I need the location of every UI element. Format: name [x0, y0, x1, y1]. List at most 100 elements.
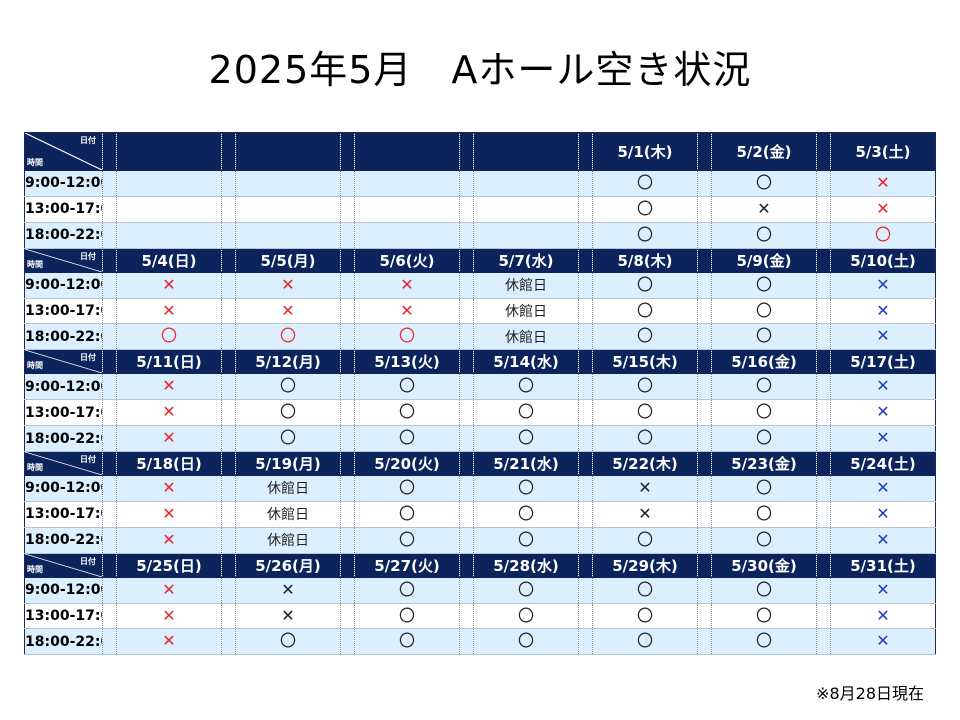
date-label: 日付	[80, 353, 96, 363]
spacer-cell	[459, 196, 474, 223]
availability-cell: ✕	[830, 170, 936, 197]
time-label: 時間	[27, 463, 43, 473]
date-header: 5/5(月)	[235, 248, 341, 273]
spacer-cell	[102, 248, 117, 273]
availability-cell: 〇	[711, 527, 817, 554]
availability-cell: 〇	[592, 272, 698, 299]
availability-cell: 休館日	[235, 501, 341, 528]
booked-mark: ✕	[400, 300, 414, 320]
spacer-cell	[697, 196, 712, 223]
availability-cell: ✕	[830, 323, 936, 351]
spacer-cell	[697, 298, 712, 325]
available-mark: 〇	[755, 529, 772, 549]
corner-header: 日付 時間	[24, 349, 103, 375]
spacer-cell	[459, 527, 474, 554]
booked-mark: ✕	[162, 428, 176, 448]
booked-mark: ✕	[162, 529, 176, 549]
spacer-cell	[340, 399, 355, 427]
spacer-cell	[102, 603, 117, 630]
spacer-cell	[697, 132, 712, 171]
spacer-cell	[578, 196, 593, 223]
spacer-cell	[102, 222, 117, 249]
date-header: 5/26(月)	[235, 553, 341, 578]
available-mark: 〇	[398, 477, 415, 497]
spacer-cell	[697, 222, 712, 249]
date-header: 5/4(日)	[116, 248, 222, 273]
available-mark: 〇	[636, 402, 653, 422]
spacer-cell	[340, 425, 355, 453]
booked-mark: ✕	[638, 503, 652, 523]
availability-cell: ✕	[116, 501, 222, 528]
available-mark: 〇	[398, 631, 415, 651]
date-header: 5/3(土)	[830, 132, 936, 171]
availability-cell: 〇	[592, 373, 698, 401]
spacer-cell	[578, 170, 593, 197]
time-slot-label: 9:00-12:00	[24, 373, 103, 401]
available-mark: 〇	[517, 402, 534, 422]
time-slot-row: 18:00-22:00 ✕ 〇 〇 〇 〇 〇 ✕	[24, 628, 936, 656]
time-slot-label: 18:00-22:00	[24, 628, 103, 656]
time-slot-row: 9:00-12:00 ✕ ✕ 〇 〇 〇 〇 ✕	[24, 577, 936, 604]
spacer-cell	[578, 628, 593, 656]
availability-cell: 〇	[354, 577, 460, 604]
closed-label: 休館日	[267, 533, 309, 550]
availability-cell: 〇	[235, 628, 341, 656]
spacer-cell	[578, 323, 593, 351]
availability-cell: 〇	[354, 628, 460, 656]
available-mark: 〇	[279, 326, 296, 346]
date-header: 5/16(金)	[711, 349, 817, 375]
spacer-cell	[816, 196, 831, 223]
available-mark: 〇	[636, 198, 653, 218]
availability-cell: ✕	[235, 272, 341, 299]
time-label: 時間	[27, 564, 43, 574]
spacer-cell	[221, 475, 236, 502]
available-mark: 〇	[636, 579, 653, 599]
corner-header: 日付 時間	[24, 132, 103, 171]
spacer-cell	[816, 132, 831, 171]
booked-mark: ✕	[281, 579, 295, 599]
availability-cell: ✕	[830, 425, 936, 453]
availability-cell: 休館日	[473, 323, 579, 351]
diagonal-line	[25, 248, 102, 272]
availability-cell: 〇	[711, 603, 817, 630]
date-header: 5/20(火)	[354, 451, 460, 477]
availability-cell: 〇	[354, 603, 460, 630]
availability-cell	[116, 170, 222, 197]
booked-mark: ✕	[876, 300, 890, 320]
spacer-cell	[102, 349, 117, 375]
available-mark: 〇	[517, 605, 534, 625]
booked-mark: ✕	[162, 477, 176, 497]
availability-cell: ✕	[830, 628, 936, 656]
spacer-cell	[221, 399, 236, 427]
spacer-cell	[221, 170, 236, 197]
availability-cell: ✕	[830, 603, 936, 630]
spacer-cell	[340, 222, 355, 249]
spacer-cell	[340, 553, 355, 578]
available-mark: 〇	[398, 503, 415, 523]
spacer-cell	[221, 628, 236, 656]
spacer-cell	[578, 349, 593, 375]
week-header-row: 日付 時間 5/25(日) 5/26(月) 5/27(火) 5/28(水) 5/29(木) 5…	[24, 553, 936, 578]
availability-cell	[354, 222, 460, 249]
date-header: 5/15(木)	[592, 349, 698, 375]
availability-cell: 〇	[711, 323, 817, 351]
closed-label: 休館日	[505, 304, 547, 320]
spacer-cell	[697, 553, 712, 578]
date-header: 5/2(金)	[711, 132, 817, 171]
availability-cell: ✕	[830, 298, 936, 325]
available-mark: 〇	[755, 477, 772, 497]
spacer-cell	[459, 501, 474, 528]
spacer-cell	[340, 628, 355, 656]
availability-cell: 〇	[592, 628, 698, 656]
diagonal-line	[25, 350, 102, 373]
time-label: 時間	[27, 158, 43, 167]
spacer-cell	[459, 222, 474, 249]
spacer-cell	[102, 425, 117, 453]
availability-cell: 〇	[473, 577, 579, 604]
spacer-cell	[816, 373, 831, 401]
availability-cell: 〇	[592, 399, 698, 427]
date-header	[116, 132, 222, 171]
availability-cell: 〇	[711, 475, 817, 502]
available-mark: 〇	[755, 631, 772, 651]
time-slot-label: 9:00-12:00	[24, 475, 103, 502]
